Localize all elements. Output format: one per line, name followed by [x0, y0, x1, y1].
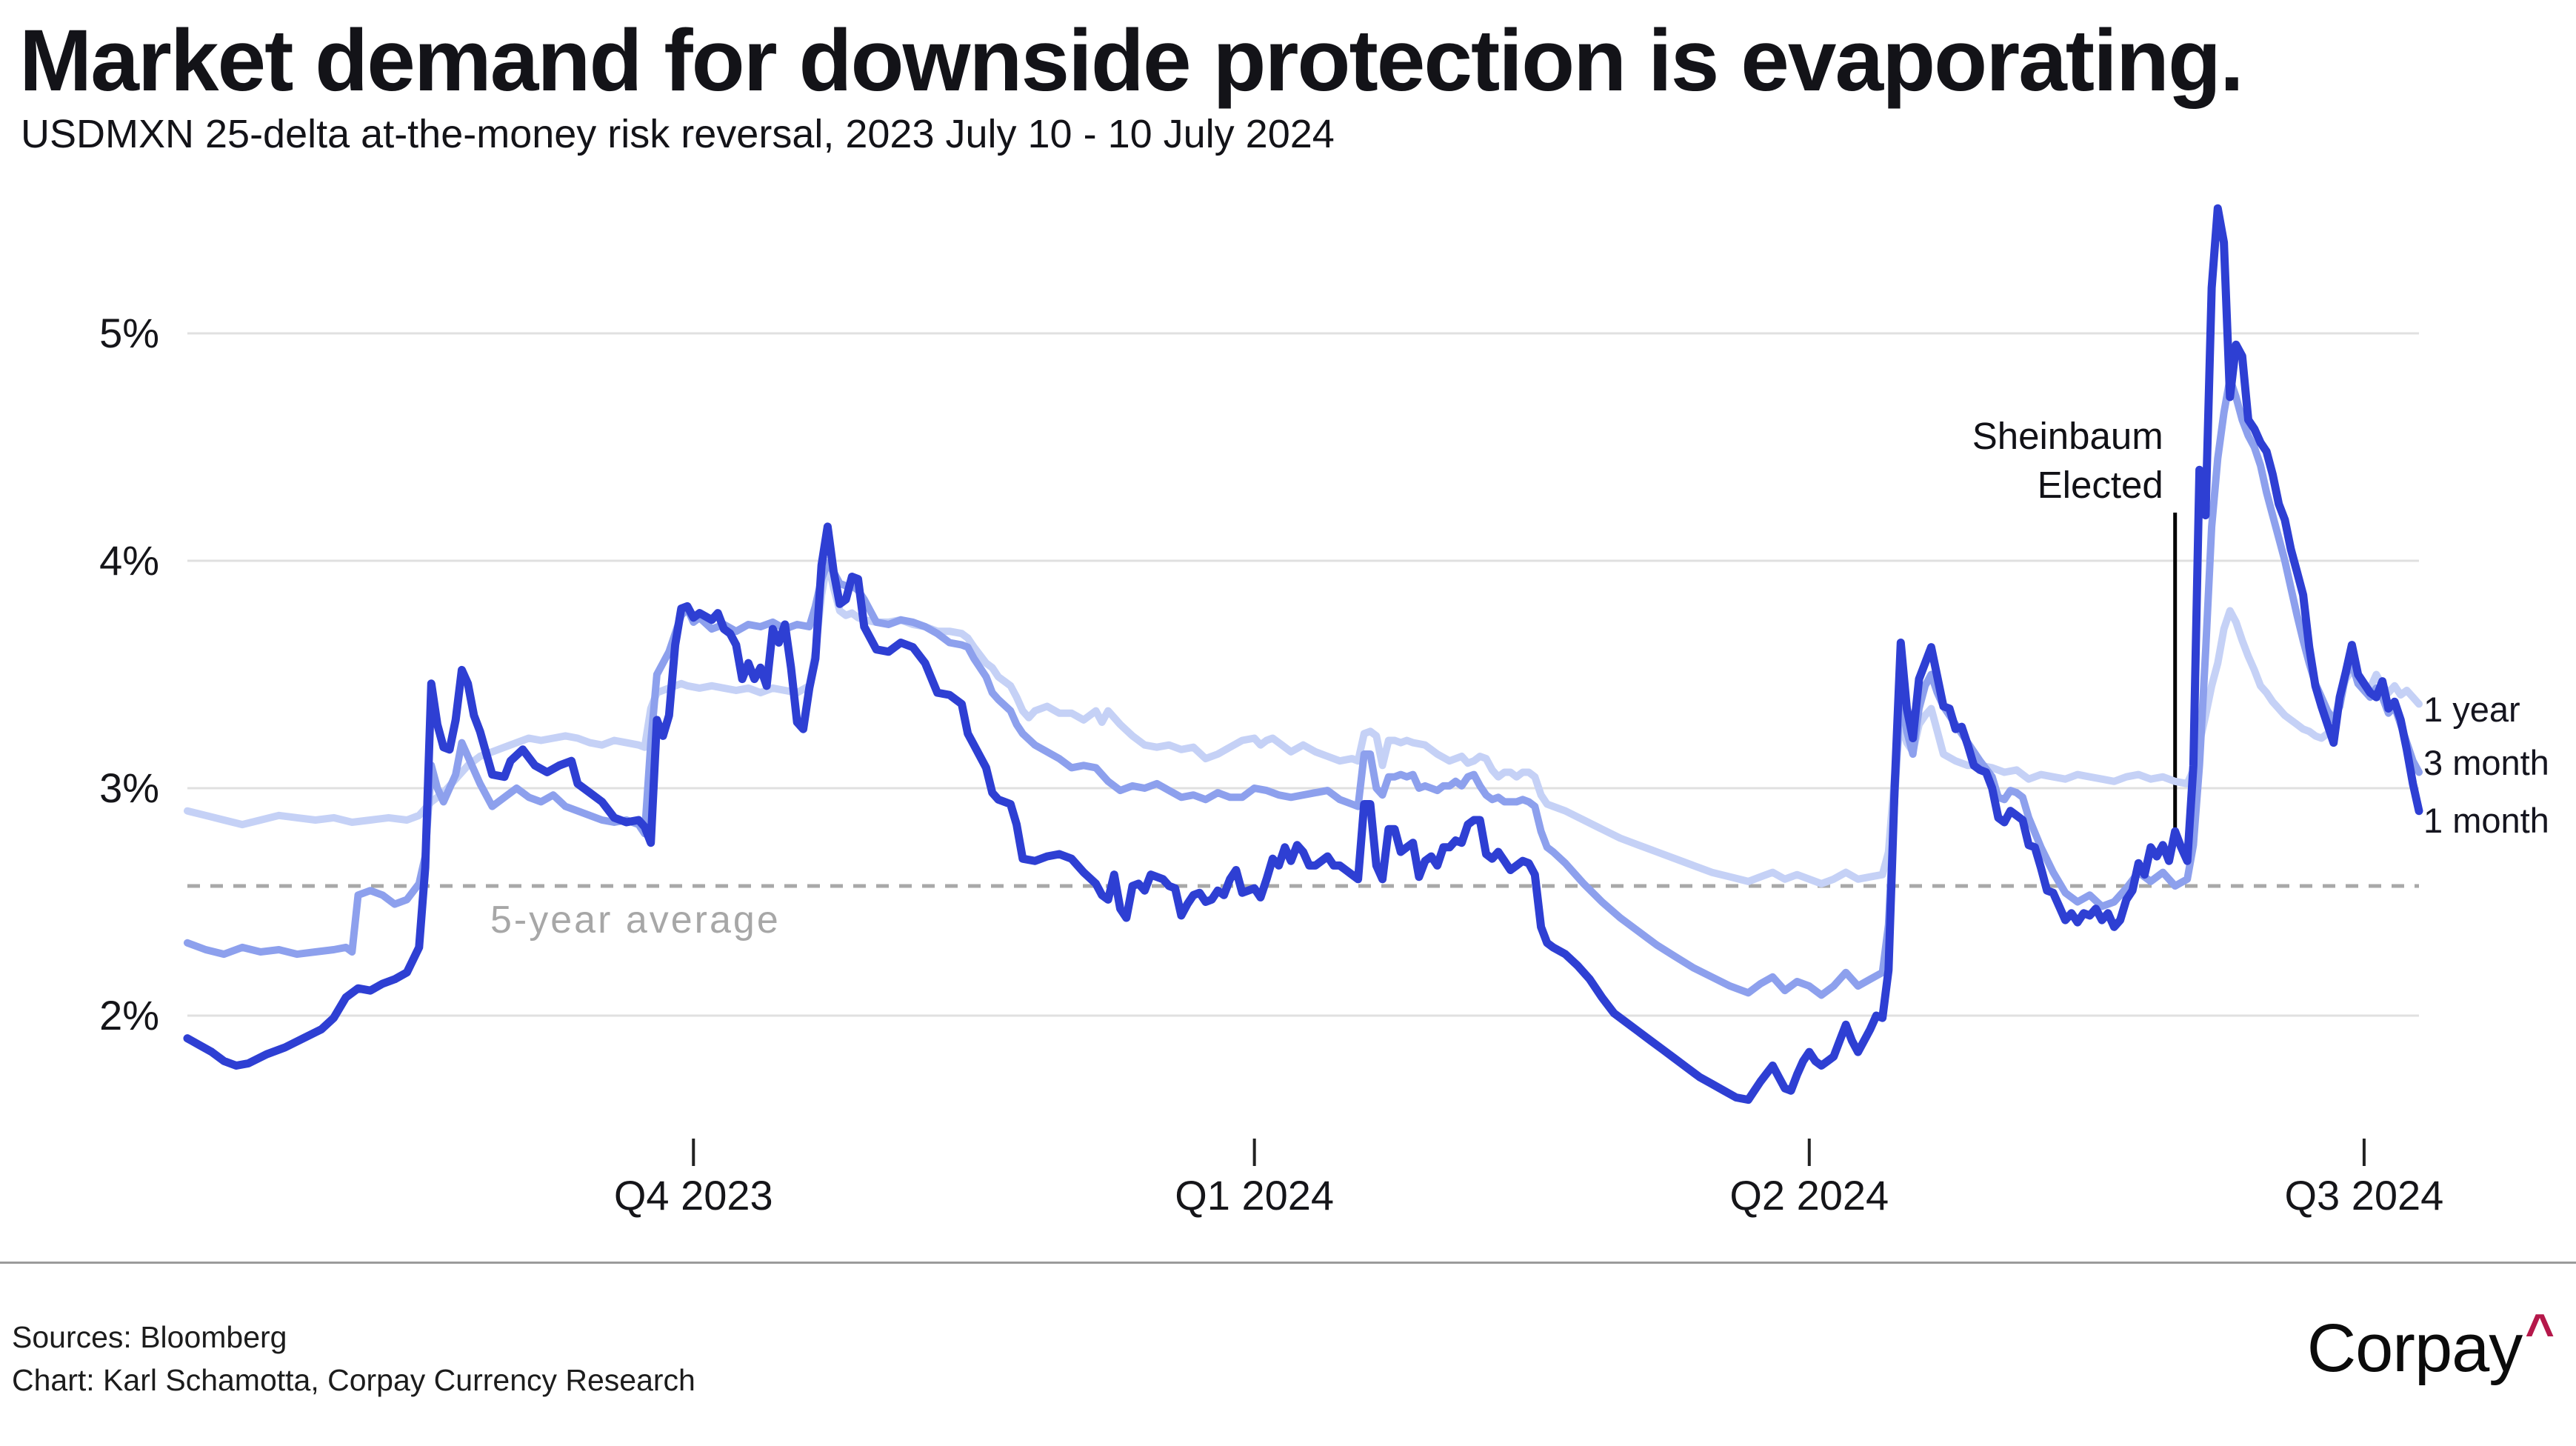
y-tick-label-5%: 5%	[99, 310, 159, 356]
x-tick-label-Q1-2024: Q1 2024	[1175, 1172, 1335, 1219]
footer-credit: Chart: Karl Schamotta, Corpay Currency R…	[12, 1363, 695, 1397]
x-tick-label-Q2-2024: Q2 2024	[1729, 1172, 1889, 1219]
series-line-1-month	[183, 204, 2423, 1105]
y-tick-label-2%: 2%	[99, 992, 159, 1039]
corpay-logo: Corpay^	[2306, 1304, 2555, 1387]
legend-label-1-year: 1 year	[2423, 690, 2520, 729]
x-tick-label-Q3-2024: Q3 2024	[2284, 1172, 2444, 1219]
average-line-label: 5-year average	[490, 899, 781, 942]
annotation-line-2: Elected	[2037, 464, 2163, 506]
footer-divider	[0, 1262, 2576, 1264]
x-tick-label-Q4-2023: Q4 2023	[613, 1172, 773, 1219]
corpay-logo-text: Corpay	[2306, 1310, 2523, 1386]
annotation-line-1: Sheinbaum	[1972, 415, 2163, 457]
y-tick-label-3%: 3%	[99, 764, 159, 811]
chart-title: Market demand for downside protection is…	[19, 12, 2244, 110]
footer-sources: Sources: Bloomberg	[12, 1320, 287, 1354]
chart-subtitle: USDMXN 25-delta at-the-money risk revers…	[21, 112, 1335, 156]
legend-label-1-month: 1 month	[2423, 801, 2549, 840]
corpay-caret-icon: ^	[2525, 1304, 2555, 1360]
series-line-3-month	[184, 375, 2423, 999]
annotation-sheinbaum-elected: Sheinbaum Elected	[1778, 412, 2163, 510]
legend-label-3-month: 3 month	[2423, 743, 2549, 782]
series-line-1-year	[184, 557, 2423, 887]
y-tick-label-4%: 4%	[99, 537, 159, 584]
